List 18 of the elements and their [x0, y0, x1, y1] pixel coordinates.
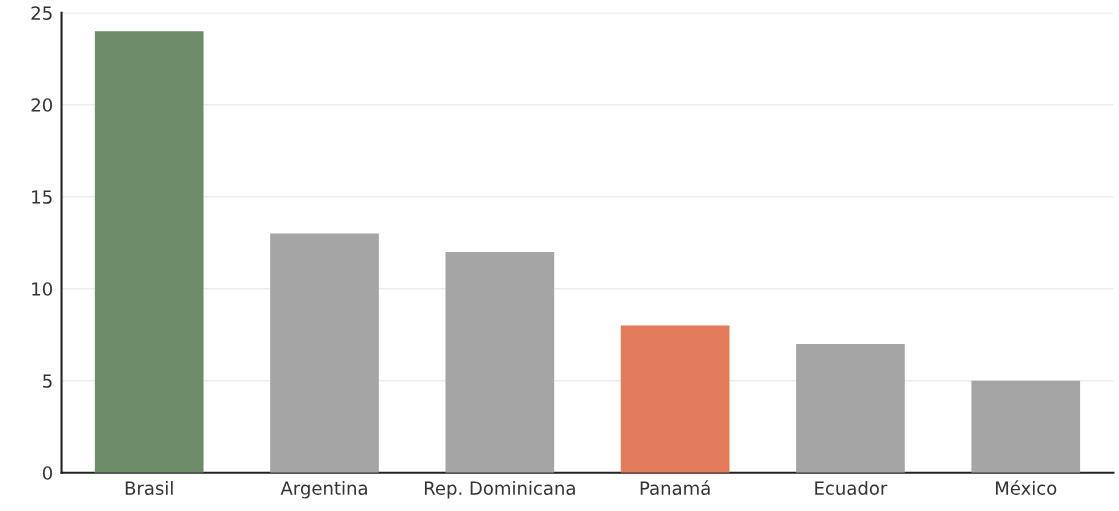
bar: [445, 251, 555, 473]
bar: [620, 325, 730, 473]
x-tick-label: Rep. Dominicana: [424, 481, 575, 499]
bar: [94, 31, 204, 473]
y-tick-label: 25: [31, 6, 52, 20]
y-tick-label: 15: [32, 190, 52, 204]
x-tick-label: Panamá: [640, 480, 710, 495]
bar: [796, 343, 905, 473]
x-tick-label: Brasil: [125, 481, 173, 495]
x-tick-label: México: [996, 480, 1057, 495]
y-tick-label: 10: [32, 282, 53, 296]
y-tick-label: 20: [31, 98, 53, 112]
bar: [971, 380, 1081, 473]
x-tick-label: Ecuador: [815, 481, 888, 495]
x-tick-label: Argentina: [280, 481, 367, 499]
y-tick-label: 0: [42, 466, 53, 480]
y-tick-label: 5: [43, 374, 52, 388]
bar: [270, 233, 379, 473]
